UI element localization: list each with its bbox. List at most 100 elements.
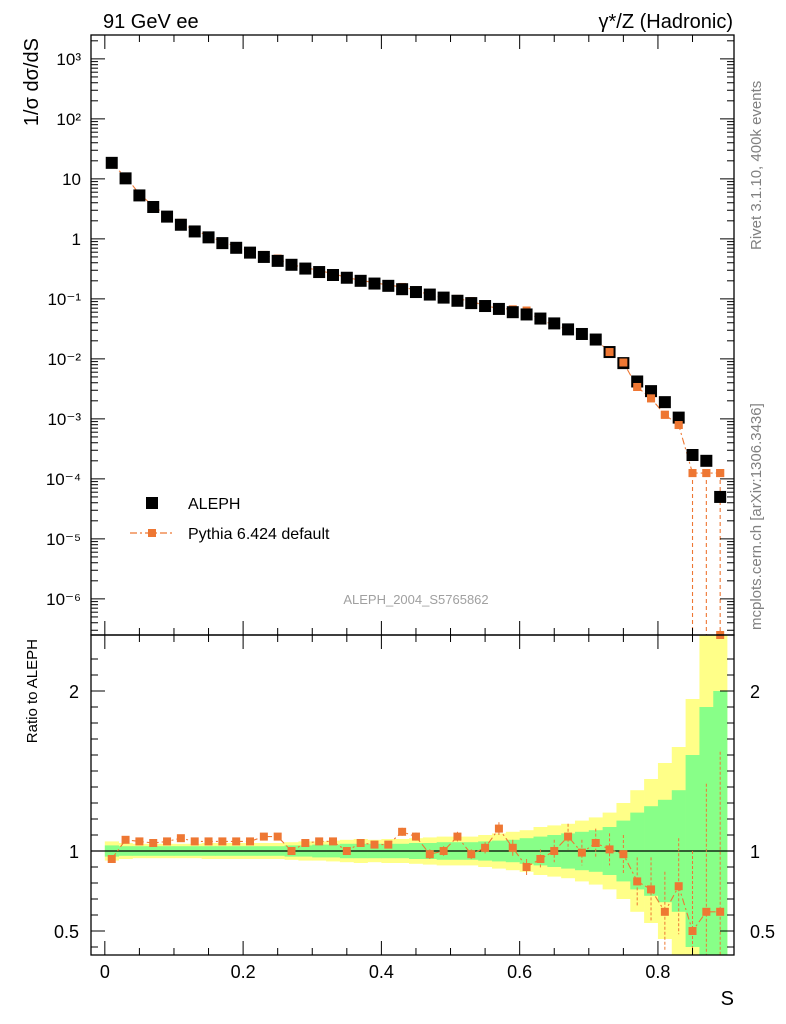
data-point	[686, 449, 699, 461]
y-tick-label: 10	[62, 170, 81, 189]
data-point	[133, 189, 146, 202]
ratio-point	[342, 847, 351, 855]
data-point	[672, 411, 685, 424]
analysis-watermark: ALEPH_2004_S5765862	[343, 592, 488, 607]
data-point	[354, 274, 367, 287]
ratio-point	[633, 877, 642, 886]
mc-point	[633, 382, 642, 391]
data-point	[119, 172, 132, 185]
ratio-point	[301, 839, 310, 847]
data-point	[340, 271, 353, 284]
data-point	[423, 288, 436, 301]
y-tick-label: 10⁻³	[47, 410, 81, 429]
data-point	[161, 210, 174, 223]
x-tick-label: 0.6	[507, 962, 532, 982]
x-tick-label: 0.4	[369, 962, 394, 982]
rivet-version-label: Rivet 3.1.10, 400k events	[748, 81, 765, 250]
ratio-uncertainty-band	[104, 635, 728, 955]
mc-point	[605, 348, 614, 357]
mc-point	[647, 394, 656, 403]
ratio-point	[163, 837, 172, 846]
ratio-y-tick-label-right: 1	[750, 842, 760, 862]
y-tick-label: 10³	[56, 50, 81, 69]
x-tick-label: 0	[100, 962, 110, 982]
data-point	[589, 333, 602, 346]
mc-series-line	[111, 163, 721, 474]
x-tick-label: 0.2	[231, 962, 256, 982]
data-point	[562, 323, 575, 336]
mc-point	[660, 410, 669, 419]
ratio-point	[149, 839, 158, 847]
main-data-series	[105, 156, 727, 503]
ratio-point	[522, 863, 531, 871]
ratio-point	[702, 907, 711, 916]
ratio-point	[315, 837, 324, 846]
ratio-point	[204, 837, 213, 846]
ratio-y-tick-label-right: 2	[750, 682, 760, 702]
ratio-point	[605, 845, 614, 854]
ratio-y-tick-label-right: 0.5	[750, 922, 775, 942]
data-point	[216, 237, 229, 250]
ratio-point	[176, 834, 185, 843]
ratio-point	[398, 827, 407, 836]
data-point	[105, 156, 118, 169]
mc-point	[674, 421, 683, 430]
data-point	[506, 306, 519, 319]
ratio-point	[411, 832, 420, 841]
y-tick-label: 10⁻⁶	[46, 590, 81, 609]
data-point	[257, 250, 270, 263]
main-y-axis-title: 1/σ dσ/dS	[21, 38, 43, 126]
legend-mc-marker	[148, 529, 156, 537]
mc-point	[619, 358, 628, 367]
ratio-point	[246, 837, 255, 846]
ratio-point	[619, 850, 628, 859]
ratio-point	[564, 832, 573, 841]
ratio-y-tick-label: 1	[69, 842, 79, 862]
header-left-label: 91 GeV ee	[103, 11, 199, 33]
data-point	[437, 291, 450, 304]
ratio-point	[328, 837, 337, 846]
ratio-mc-series	[107, 751, 725, 955]
ratio-point	[508, 843, 517, 852]
ratio-point	[287, 847, 296, 855]
data-point	[492, 302, 505, 315]
data-point	[368, 277, 381, 290]
data-point	[645, 385, 658, 398]
data-point	[479, 300, 492, 313]
ratio-y-tick-label: 2	[69, 682, 79, 702]
legend-mc-label: Pythia 6.424 default	[188, 526, 330, 543]
data-point	[244, 246, 257, 259]
y-tick-label: 10²	[56, 110, 81, 129]
ratio-point	[384, 840, 393, 849]
ratio-point	[439, 847, 448, 855]
y-tick-label: 10⁻²	[47, 350, 81, 369]
ratio-y-tick-label: 0.5	[54, 922, 79, 942]
data-point	[271, 254, 284, 267]
data-point	[174, 218, 187, 231]
ratio-point	[716, 907, 725, 916]
data-point	[188, 225, 201, 238]
data-point	[313, 266, 326, 279]
main-panel-frame	[90, 34, 735, 636]
ratio-y-axis-title: Ratio to ALEPH	[24, 639, 41, 743]
ratio-point	[425, 850, 434, 859]
mc-point	[688, 469, 697, 478]
data-point	[465, 297, 478, 310]
data-point	[409, 286, 422, 299]
ratio-point	[190, 837, 199, 846]
y-tick-label: 10⁻¹	[47, 290, 81, 309]
ratio-point	[647, 885, 656, 894]
ratio-point	[135, 837, 144, 846]
data-point	[230, 241, 243, 254]
data-point	[658, 396, 671, 409]
data-point	[299, 262, 312, 275]
axes: 10⁻⁶ 10⁻⁵ 10⁻⁴ 10⁻³ 10⁻² 10⁻¹ 1 10 10² 10³ 0 0.2 0.4…	[46, 35, 775, 982]
ratio-point	[550, 847, 559, 855]
data-point	[575, 327, 588, 340]
data-point	[714, 490, 727, 503]
y-tick-label: 10⁻⁴	[46, 470, 81, 489]
data-point	[520, 308, 533, 321]
data-point	[396, 283, 409, 296]
ratio-point	[577, 848, 586, 857]
mcplots-label: mcplots.cern.ch [arXiv:1306.3436]	[748, 403, 765, 630]
